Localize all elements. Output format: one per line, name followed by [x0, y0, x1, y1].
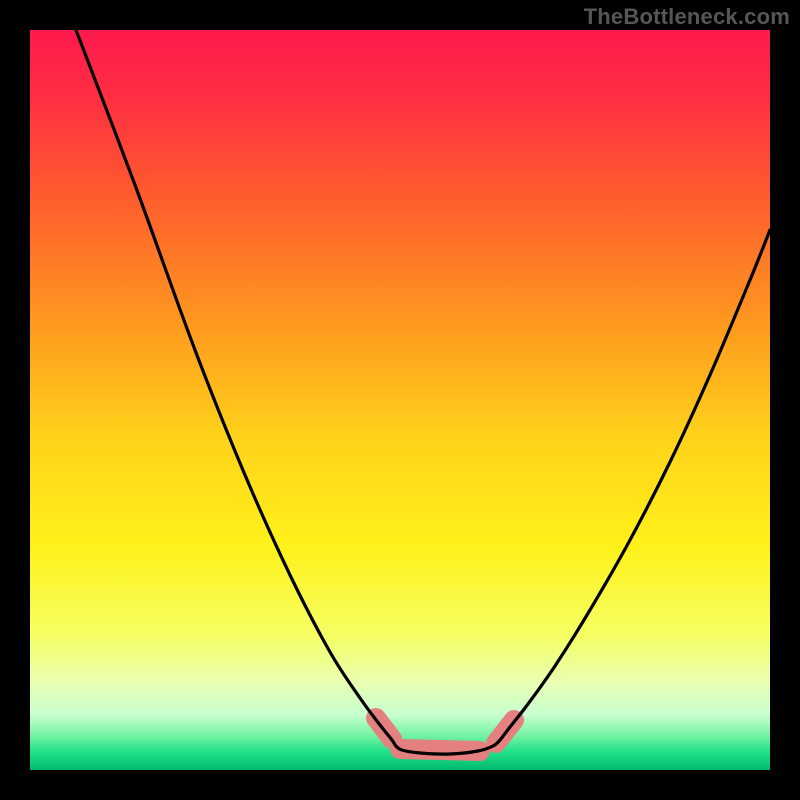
watermark-text: TheBottleneck.com [584, 4, 790, 30]
plot-svg [30, 30, 770, 770]
gradient-background [30, 30, 770, 770]
plot-area [30, 30, 770, 770]
